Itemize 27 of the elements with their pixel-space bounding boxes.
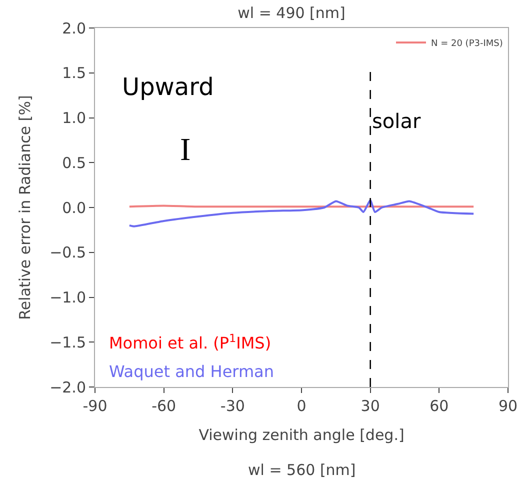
y-tick-label: 2.0 [62, 19, 86, 38]
annotation: Momoi et al. (P$^{1}$IMS) [109, 332, 272, 353]
line-series [128, 199, 475, 228]
x-tick-label: 90 [498, 397, 518, 415]
y-tick-label: −1.0 [50, 288, 86, 306]
x-tick-label: 60 [430, 397, 449, 415]
x-tick-label: -60 [152, 397, 176, 415]
ref-line-label: solar [372, 109, 422, 133]
x-tick-label: -30 [220, 397, 245, 415]
x-tick-label: 30 [360, 397, 380, 415]
y-tick-label: 0.0 [62, 198, 86, 217]
legend-label: N = 20 (P3-IMS) [431, 39, 503, 50]
annotation: I [180, 131, 191, 167]
y-tick-label: −0.5 [50, 244, 86, 262]
y-axis-title: Relative error in Radiance [%] [16, 95, 34, 320]
chart-title: wl = 490 [nm] [238, 4, 346, 22]
x-tick-label: 0 [296, 397, 306, 415]
y-tick-label: 1.0 [62, 109, 86, 127]
x-tick-label: -90 [82, 397, 108, 415]
y-tick-label: −1.5 [50, 333, 86, 352]
y-tick-label: 0.5 [62, 154, 86, 172]
text: wl = 560 [nm] [248, 461, 356, 479]
y-tick-label: 1.5 [62, 64, 86, 82]
annotation: Upward [122, 73, 214, 101]
text: Waquet and Herman [109, 362, 274, 381]
x-axis-title: Viewing zenith angle [deg.] [198, 426, 404, 444]
y-tick-label: −2.0 [50, 378, 86, 396]
